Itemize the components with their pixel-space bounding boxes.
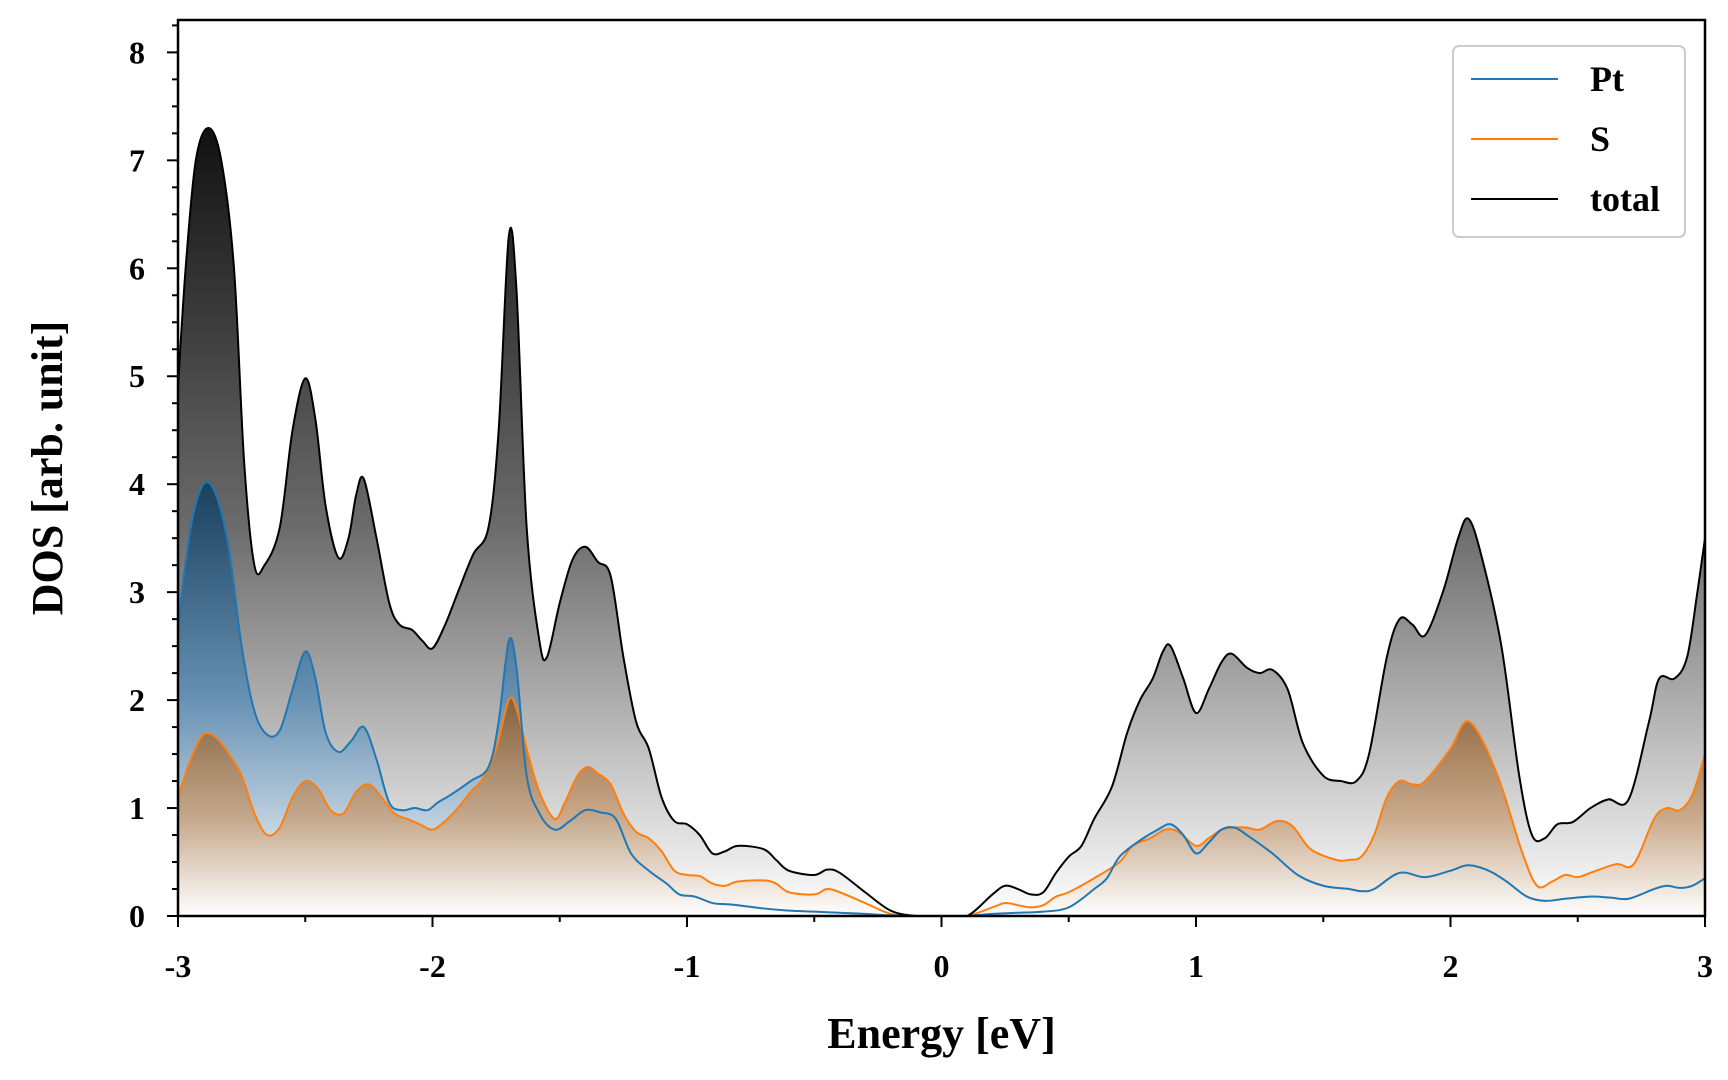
y-tick-label: 4: [129, 466, 145, 502]
y-tick-label: 5: [129, 358, 145, 394]
y-tick-label: 7: [129, 142, 145, 178]
x-axis-title: Energy [eV]: [827, 1009, 1056, 1058]
legend-label-pt: Pt: [1590, 59, 1624, 99]
legend-label-total: total: [1590, 179, 1660, 219]
x-tick-label: 3: [1697, 948, 1713, 984]
area-fill-s: [178, 697, 1705, 916]
area-fill-total: [178, 127, 1705, 916]
x-tick-label: -3: [165, 948, 192, 984]
x-tick-label: 0: [934, 948, 950, 984]
x-tick-label: 2: [1443, 948, 1459, 984]
series-line-pt: [178, 481, 1705, 916]
legend-label-s: S: [1590, 119, 1610, 159]
series-line-s: [178, 696, 1705, 916]
y-tick-label: 6: [129, 250, 145, 286]
x-tick-label: 1: [1188, 948, 1204, 984]
x-tick-label: -2: [419, 948, 446, 984]
y-tick-label: 1: [129, 790, 145, 826]
series-line-total: [178, 126, 1705, 916]
y-tick-label: 2: [129, 682, 145, 718]
y-axis-title: DOS [arb. unit]: [23, 321, 72, 616]
y-tick-label: 0: [129, 898, 145, 934]
x-tick-label: -1: [674, 948, 701, 984]
legend-box: [1452, 45, 1686, 238]
y-tick-label: 3: [129, 574, 145, 610]
y-tick-label: 8: [129, 34, 145, 70]
